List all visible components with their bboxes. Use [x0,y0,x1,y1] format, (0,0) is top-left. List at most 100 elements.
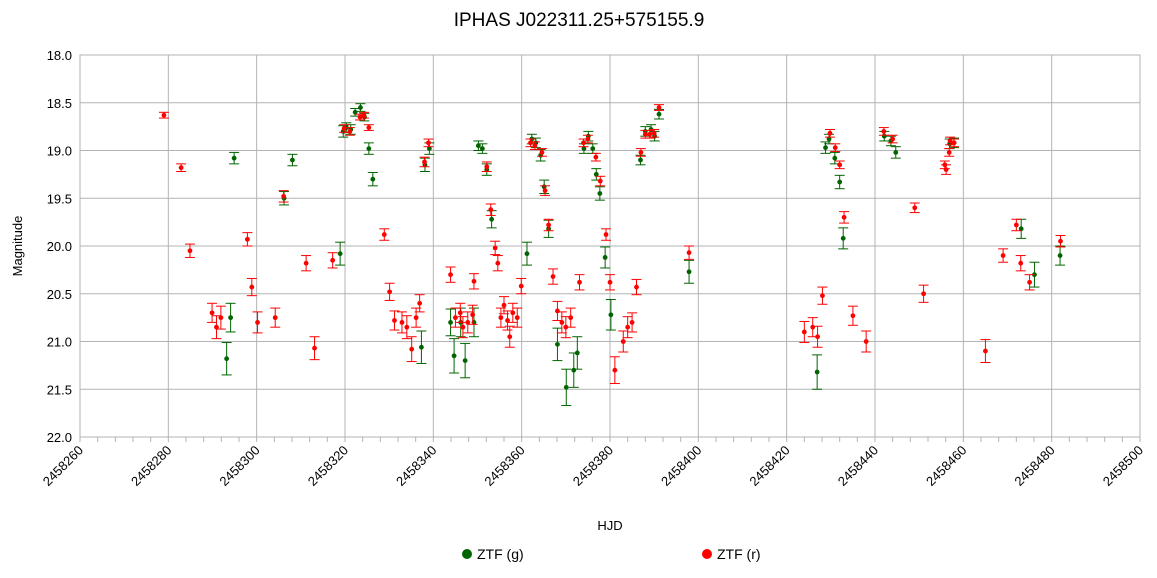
y-tick-label: 21.5 [47,382,72,397]
data-point [467,304,478,325]
point-marker [290,157,295,163]
point-marker [840,235,846,241]
data-point [363,124,374,131]
data-point [824,128,835,138]
data-point [654,104,665,111]
point-marker [638,150,644,155]
point-marker [607,279,613,285]
data-point [367,171,378,187]
data-point [540,185,551,196]
y-tick-label: 21.0 [47,335,72,350]
point-marker [409,346,415,352]
point-marker [590,146,596,151]
point-marker [647,131,653,137]
legend-label-r: ZTF (r) [717,546,761,562]
point-marker [850,313,856,319]
data-point [449,338,460,374]
point-marker [381,232,387,237]
data-point [450,307,461,328]
point-marker [514,315,520,321]
data-point [221,341,232,376]
point-marker [209,310,215,316]
data-point [215,305,226,330]
point-marker [501,302,507,308]
data-point [574,274,585,291]
data-point [799,320,810,343]
point-marker [470,312,476,318]
point-marker [347,129,353,134]
x-tick-label: 2458400 [658,443,704,489]
point-marker [881,129,887,134]
point-marker [532,143,538,149]
point-marker [426,146,432,151]
data-point [543,218,554,232]
point-marker [629,320,635,325]
point-marker [1057,253,1063,258]
point-marker [1027,279,1032,285]
data-point [600,246,611,269]
data-point [980,339,991,364]
point-marker [492,245,498,251]
point-marker [249,284,255,290]
data-point [594,186,605,201]
point-marker [585,136,591,142]
data-point [944,148,955,157]
x-tick-label: 2458320 [305,443,351,489]
point-marker [550,274,556,279]
point-marker [495,260,501,266]
y-tick-label: 20.5 [47,287,72,302]
data-point [455,302,466,323]
x-axis-label: HJD [597,518,622,533]
data-point [176,163,187,173]
point-marker [399,320,405,325]
point-marker [947,138,953,144]
point-marker [453,315,458,321]
data-point [1011,218,1022,232]
point-marker [686,269,692,275]
point-marker [841,214,847,220]
point-marker [489,216,495,222]
data-point [423,138,434,148]
point-marker [656,105,662,110]
data-point [406,336,417,363]
point-marker [593,171,599,177]
point-marker [577,279,582,285]
point-marker [244,236,250,242]
data-point [909,202,920,214]
data-point [627,312,638,333]
data-point [225,302,236,333]
point-marker [417,300,423,306]
data-point [631,278,642,296]
point-marker [528,140,533,146]
point-marker [686,250,692,256]
x-tick-label: 2458420 [746,443,792,489]
data-point [605,298,616,331]
point-marker [413,315,419,321]
data-point [384,282,395,301]
data-point [635,148,646,157]
legend-marker-r [702,549,712,559]
data-point [309,336,320,361]
data-point [516,277,527,295]
y-tick-label: 19.5 [47,191,72,206]
point-marker [823,145,828,151]
y-tick-label: 18.5 [47,96,72,111]
point-marker [921,291,926,297]
point-marker [281,193,287,199]
data-point [211,315,222,340]
legend: ZTF (g) ZTF (r) [462,546,761,562]
point-marker [507,334,513,340]
point-marker [475,143,481,149]
point-marker [330,257,336,263]
data-point [355,103,366,112]
point-marker [457,310,463,316]
data-point [817,286,828,305]
point-marker [312,345,317,351]
data-point [462,311,473,334]
point-marker [546,222,552,228]
data-point [548,268,559,285]
point-marker [1018,260,1024,266]
data-point [490,240,501,256]
data-point [252,311,263,334]
data-point [830,143,841,152]
